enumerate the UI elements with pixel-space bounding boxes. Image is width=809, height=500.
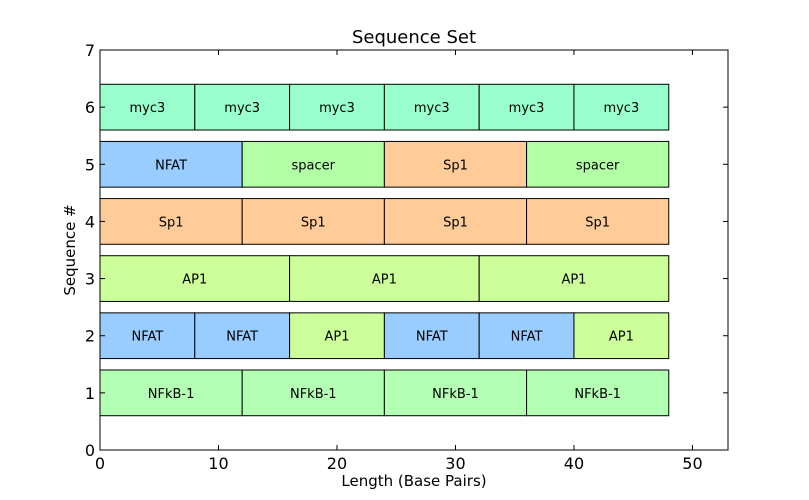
segment-bar [194,83,291,131]
segment-label: spacer [292,158,336,173]
y-tick-label: 5 [85,155,95,174]
sequence-row-1: NFkB-1 NFkB-1 NFkB-1 NFkB-1 [99,369,670,417]
y-tick-label: 4 [85,212,95,231]
segment-bar [99,369,243,417]
segment-label: NFkB-1 [432,387,479,402]
segment-label: NFAT [131,330,163,345]
segment-label: NFkB-1 [148,387,195,402]
segment-label: NFkB-1 [574,387,621,402]
segment-bar [526,140,670,188]
segment-bar [526,369,670,417]
sequence-row-3: AP1 AP1 AP1 [99,255,670,302]
segment-label: Sp1 [301,215,326,230]
segment-label: AP1 [372,273,397,288]
segment-label: myc3 [130,101,166,116]
sequence-row-4: Sp1 Sp1 Sp1 Sp1 [99,198,670,245]
y-tick-label: 2 [85,327,95,346]
segment-bar [289,83,385,131]
segment-label: myc3 [224,101,260,116]
segment-label: AP1 [182,273,207,288]
segment-bar [99,140,243,188]
chart-title: Sequence Set [352,27,476,48]
segment-label: NFAT [511,330,543,345]
segment-bar [99,312,196,360]
segment-bar [383,369,528,417]
segment-label: NFkB-1 [290,387,337,402]
y-tick-label: 0 [85,441,95,460]
x-tick-label: 10 [208,454,228,473]
segment-bar [383,140,528,188]
y-tick-label: 3 [85,270,95,289]
segment-bar [99,255,291,302]
segment-label: Sp1 [159,215,184,230]
ticks-layer: 0 10 20 30 40 50 0 1 2 3 4 5 6 7 [85,41,728,473]
y-axis-title: Sequence # [61,204,79,295]
segment-label: myc3 [414,101,450,116]
y-tick-label: 7 [85,41,95,60]
segment-bar [99,198,243,245]
sequence-row-6: myc3 myc3 myc3 myc3 myc3 myc3 [99,83,670,131]
segment-bar [383,83,480,131]
x-tick-label: 50 [682,454,702,473]
x-tick-label: 40 [564,454,584,473]
segment-bar [573,83,670,131]
sequence-row-2: NFAT NFAT AP1 NFAT NFAT AP1 [99,312,670,360]
x-tick-label: 30 [445,454,465,473]
segment-bar [383,312,480,360]
segment-bar [289,255,480,302]
segment-label: NFAT [416,330,448,345]
segment-label: AP1 [609,330,634,345]
segment-label: AP1 [561,273,586,288]
segment-label: NFAT [226,330,258,345]
x-tick-label: 0 [95,454,105,473]
segment-bar [478,255,670,302]
segment-bar [478,312,575,360]
segment-label: Sp1 [443,158,468,173]
segment-bar [526,198,670,245]
y-tick-label: 6 [85,98,95,117]
x-axis-title: Length (Base Pairs) [341,472,486,490]
segment-label: myc3 [603,101,639,116]
segment-bar [241,369,385,417]
sequence-row-5: NFAT spacer Sp1 spacer [99,140,670,188]
segment-label: Sp1 [443,215,468,230]
segment-bar [478,83,575,131]
segment-bar [289,312,385,360]
y-tick-label: 1 [85,384,95,403]
segment-label: Sp1 [585,215,610,230]
segment-label: spacer [576,158,620,173]
x-tick-label: 20 [327,454,347,473]
segment-label: NFAT [155,158,187,173]
plot-frame [99,49,729,451]
segment-label: AP1 [324,330,349,345]
segment-label: myc3 [319,101,355,116]
segment-bar [573,312,670,360]
segment-bar [241,140,385,188]
segment-label: myc3 [509,101,545,116]
